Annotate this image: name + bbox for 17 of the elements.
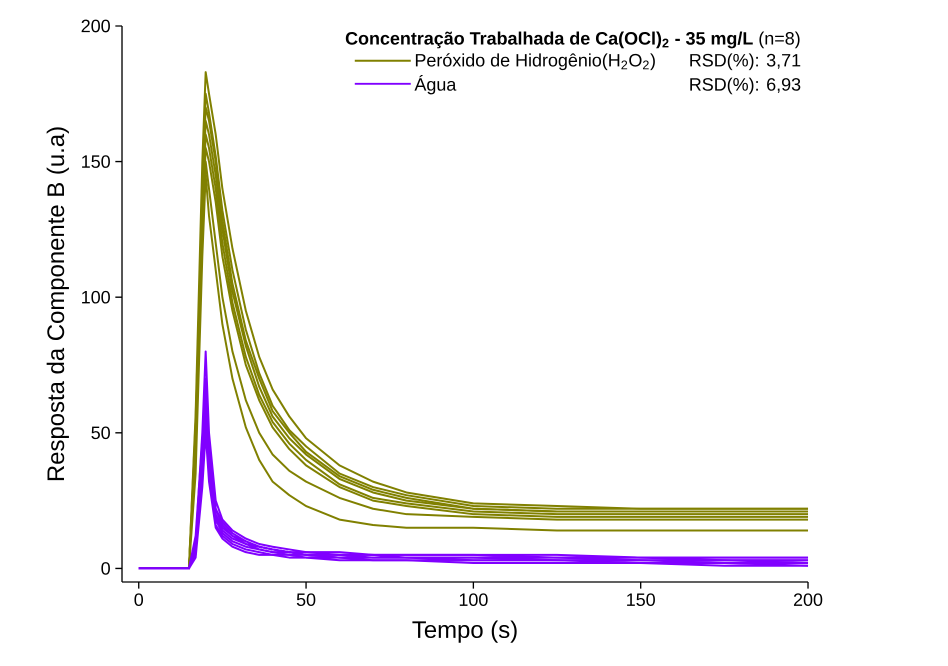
legend-label: Peróxido de Hidrogênio(H$_{2}$O$_{2}$) [416, 53, 655, 70]
y-tick-label: 100 [82, 290, 110, 304]
annotation: RSD(%): 6,93 [690, 78, 800, 94]
legend-label: Água [414, 75, 456, 94]
x-tick-label: 50 [296, 593, 316, 606]
annotation: RSD(%): 3,71 [690, 53, 800, 70]
y-axis-title: Resposta da Componente B (u.a) [46, 127, 69, 480]
x-tick-label: 150 [627, 593, 655, 606]
text: Concentração Trabalhada de Ca(OCl)$_{2}$ - 35 mg/L (n=8) [346, 32, 800, 48]
y-tick-label: 0 [101, 562, 110, 575]
x-axis-title: Tempo (s) [412, 620, 517, 643]
x-tick-label: 200 [794, 593, 822, 606]
y-tick-label: 200 [82, 20, 110, 32]
x-tick-label: 100 [460, 593, 488, 606]
y-tick-label: 150 [82, 155, 110, 168]
y-tick-label: 50 [91, 426, 110, 440]
x-tick-label: 0 [134, 593, 144, 606]
